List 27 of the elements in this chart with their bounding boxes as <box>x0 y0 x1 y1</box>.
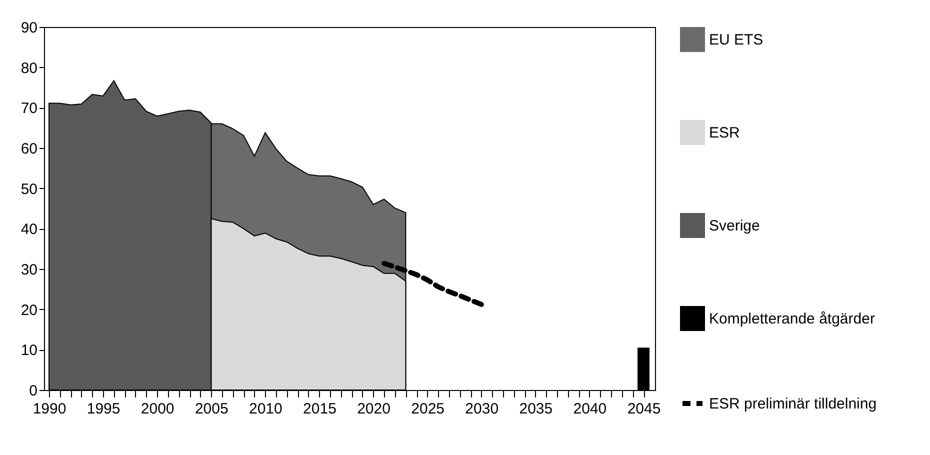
legend-label: Sverige <box>709 218 760 234</box>
legend-label: ESR preliminär tilldelning <box>709 396 877 412</box>
y-tick-label: 10 <box>20 342 38 360</box>
x-tick-label: 1995 <box>86 400 120 418</box>
x-tick-label: 2015 <box>303 400 336 418</box>
y-tick-label: 20 <box>20 302 38 319</box>
y-tick-label: 60 <box>20 140 38 158</box>
legend-label: Kompletterande åtgärder <box>709 310 875 328</box>
y-tick-label: 40 <box>20 221 38 238</box>
x-tick-label: 1990 <box>32 400 66 418</box>
y-tick-label: 30 <box>20 262 38 278</box>
y-tick-label: 70 <box>20 100 38 118</box>
x-tick-label: 2035 <box>519 400 553 418</box>
x-tick-label: 2030 <box>465 400 499 418</box>
x-tick-label: 2040 <box>573 400 607 418</box>
x-tick-label: 2045 <box>627 400 661 418</box>
y-tick-label: 90 <box>20 20 38 36</box>
y-tick-label: 80 <box>20 60 38 77</box>
x-tick-label: 2025 <box>411 400 445 418</box>
y-tick-label: 0 <box>29 382 38 400</box>
x-tick-label: 2010 <box>249 400 282 418</box>
x-tick-label: 2000 <box>140 400 174 418</box>
x-tick-label: 2005 <box>194 400 228 418</box>
y-tick-label: 50 <box>20 180 38 198</box>
legend-label: ESR <box>709 124 740 142</box>
x-tick-label: 2020 <box>357 400 390 418</box>
legend-label: EU ETS <box>709 32 764 48</box>
